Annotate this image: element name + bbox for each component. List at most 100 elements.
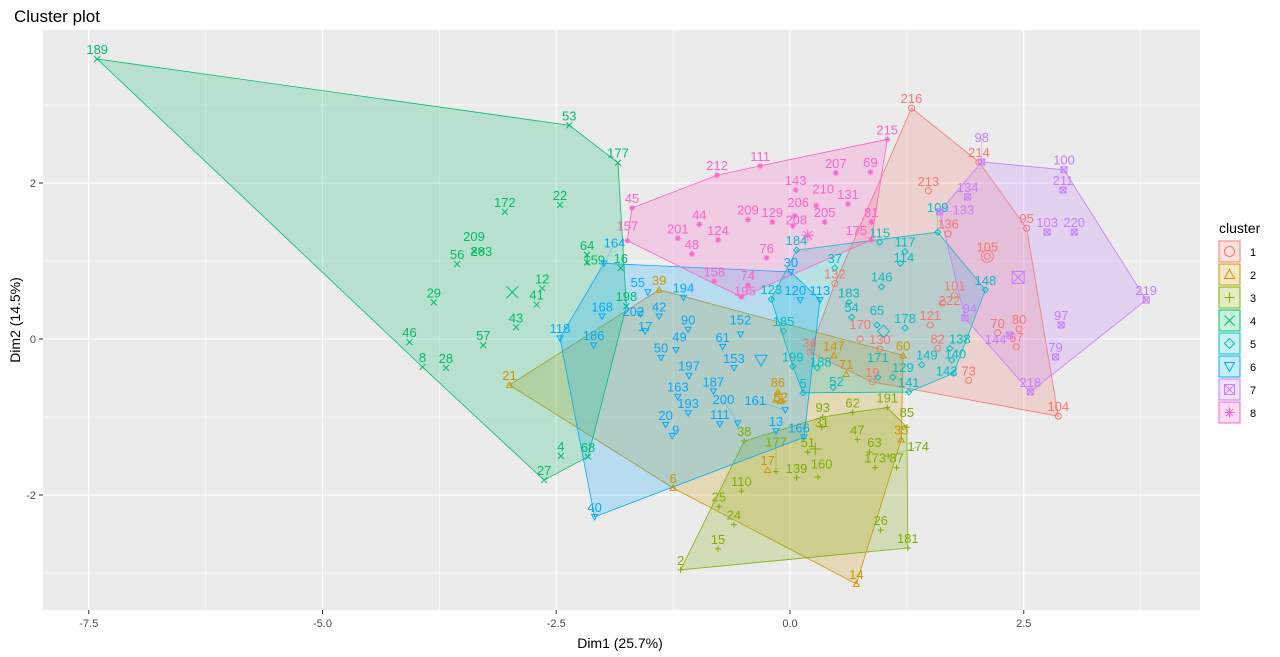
data-point	[849, 409, 856, 416]
point-label: 17	[760, 453, 774, 468]
data-point	[657, 354, 665, 362]
data-point	[715, 503, 722, 510]
data-point	[854, 436, 861, 443]
data-point	[868, 219, 875, 225]
point-label: 36	[802, 335, 816, 350]
point-label: 14	[849, 567, 863, 582]
data-point	[617, 264, 625, 272]
data-point	[813, 202, 820, 209]
data-point	[829, 383, 837, 392]
point-label: 40	[587, 500, 601, 515]
point-label: 195	[734, 283, 756, 298]
cluster-center	[801, 229, 814, 242]
point-label: 210	[812, 182, 834, 197]
data-point	[93, 55, 101, 63]
point-label: 181	[897, 531, 919, 546]
data-point	[1070, 228, 1078, 236]
cluster-hull-5	[770, 231, 986, 394]
data-point	[994, 329, 1002, 337]
data-point	[718, 343, 727, 351]
data-point	[763, 466, 772, 473]
point-label: 61	[715, 330, 729, 345]
legend-marker-icon	[1223, 362, 1236, 373]
data-point	[789, 362, 797, 371]
point-label: 69	[863, 155, 877, 170]
point-label: 209	[463, 229, 485, 244]
y-axis-label: Dim2 (14.5%)	[7, 277, 23, 363]
data-point	[897, 435, 906, 443]
data-point	[672, 347, 680, 354]
legend-item-8: 8	[1218, 401, 1256, 424]
data-point	[1052, 353, 1060, 361]
point-label: 42	[652, 299, 666, 314]
point-label: 208	[785, 212, 807, 227]
point-label: 222	[939, 293, 961, 308]
point-label: 159	[583, 253, 605, 268]
point-label: 133	[953, 203, 975, 218]
legend-key	[1218, 332, 1241, 355]
cluster-center	[505, 285, 519, 299]
data-point	[757, 162, 764, 169]
label-leaders	[603, 137, 1010, 472]
point-label: 206	[787, 195, 809, 210]
point-label: 29	[427, 285, 441, 300]
cluster-center	[809, 442, 822, 455]
point-label: 124	[707, 223, 729, 238]
point-label: 118	[550, 321, 571, 336]
point-label: 104	[1047, 399, 1069, 414]
point-label: 185	[773, 314, 795, 329]
point-label: 46	[402, 325, 416, 340]
legend-title: cluster	[1219, 220, 1261, 236]
point-label: 141	[898, 375, 920, 390]
point-label: 132	[824, 267, 846, 282]
data-point	[844, 201, 851, 208]
point-label: 171	[867, 350, 889, 365]
point-label: 177	[765, 435, 787, 450]
point-label: 188	[810, 354, 832, 369]
label-leader-line	[939, 210, 964, 213]
data-point	[884, 404, 891, 411]
point-label: 13	[769, 414, 783, 429]
data-point	[430, 298, 438, 306]
cluster-hull-3	[679, 407, 909, 571]
cluster-hull-8	[626, 138, 888, 298]
point-label: 172	[494, 195, 516, 210]
data-point	[946, 344, 954, 353]
point-label: 136	[937, 217, 959, 232]
point-label: 202	[622, 304, 644, 319]
data-point	[896, 259, 905, 268]
cluster-hull-1	[809, 107, 1059, 417]
data-point	[842, 370, 850, 377]
point-label: 144	[985, 332, 1007, 347]
legend-item-5: 5	[1218, 332, 1256, 355]
point-label: 105	[976, 239, 998, 254]
legend-marker-icon	[1224, 384, 1235, 395]
data-point	[876, 345, 884, 353]
data-point	[781, 407, 790, 415]
point-label: 152	[730, 312, 752, 327]
data-point	[772, 468, 779, 475]
data-point	[733, 420, 742, 428]
data-point	[470, 247, 478, 255]
data-point	[714, 172, 721, 179]
cluster-center	[771, 390, 786, 403]
point-label: 90	[681, 313, 695, 328]
point-label: 63	[867, 435, 881, 450]
point-label: 193	[677, 396, 699, 411]
data-point	[776, 397, 785, 405]
data-point	[951, 291, 959, 299]
data-point	[948, 356, 956, 364]
point-label: 140	[944, 347, 966, 362]
data-point	[744, 282, 751, 289]
point-label: 103	[1036, 215, 1058, 230]
point-label: 28	[439, 351, 453, 366]
data-point	[1006, 331, 1014, 339]
point-label: 81	[864, 205, 878, 220]
legend-marker-icon	[1224, 292, 1235, 303]
legend-label: 4	[1250, 316, 1256, 328]
data-point	[738, 293, 745, 300]
data-point	[793, 474, 800, 481]
legend-label: 3	[1250, 293, 1256, 305]
legend: 1 2 3 4 5 6 7 8	[1218, 240, 1256, 424]
data-point	[792, 246, 801, 254]
